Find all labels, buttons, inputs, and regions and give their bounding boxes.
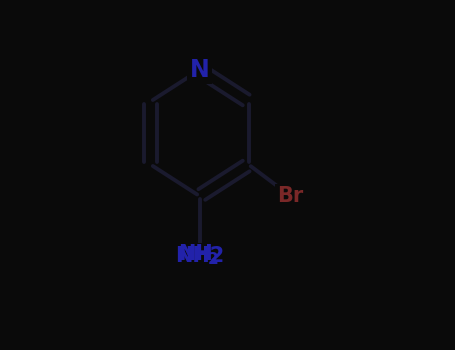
Text: NH2: NH2 — [175, 245, 224, 266]
Text: 2: 2 — [207, 252, 218, 267]
Text: Br: Br — [278, 186, 303, 206]
Text: NH: NH — [179, 244, 213, 264]
Text: N: N — [190, 58, 209, 82]
